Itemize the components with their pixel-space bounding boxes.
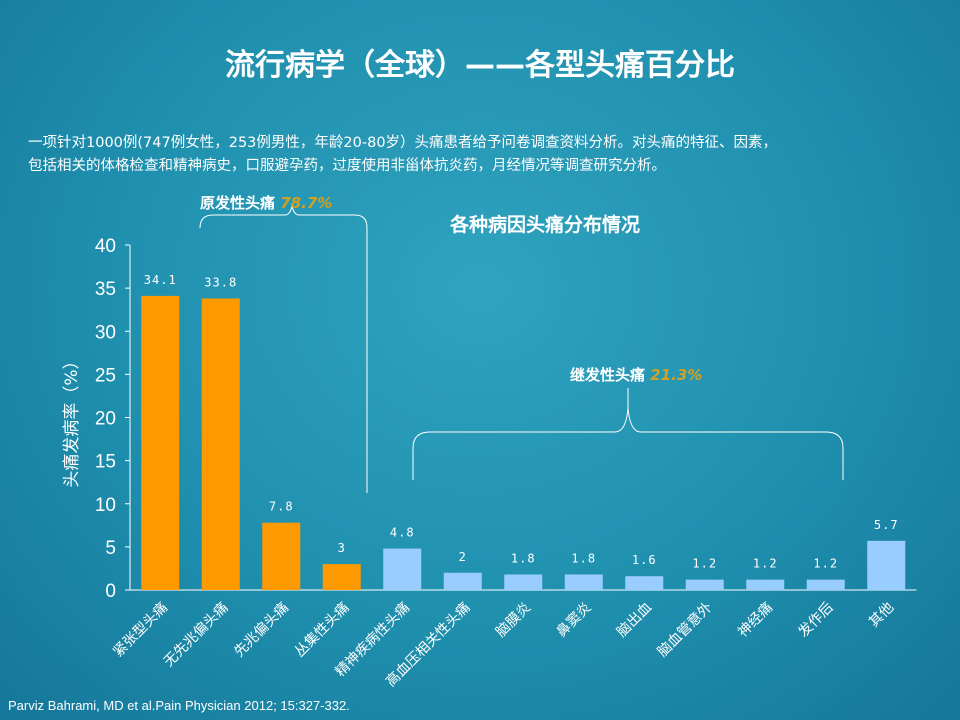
primary-headache-annotation: 原发性头痛 78.7% — [199, 194, 368, 493]
bar — [383, 548, 422, 590]
y-tick-label: 20 — [95, 409, 116, 430]
bar-value-label: 1.2 — [692, 557, 717, 571]
x-tick-label: 无先兆偏头痛 — [160, 599, 231, 670]
secondary-pct: 21.3% — [650, 366, 702, 384]
y-tick-label: 35 — [95, 279, 116, 300]
slide-title: 流行病学（全球）——各型头痛百分比 — [225, 48, 735, 83]
primary-pct: 78.7% — [280, 194, 332, 212]
x-tick-label: 丛集性头痛 — [291, 599, 353, 661]
x-tick-label: 脑血管意外 — [654, 599, 716, 661]
x-tick-label: 发作后 — [796, 600, 837, 641]
intro-line-1: 一项针对1000例(747例女性，253例男性，年龄20-80岁）头痛患者给予问… — [28, 135, 778, 151]
y-tick-label: 5 — [105, 538, 116, 559]
bar — [746, 579, 785, 590]
secondary-label: 继发性头痛 — [570, 366, 645, 384]
bar — [262, 522, 301, 590]
y-tick-label: 25 — [95, 365, 116, 386]
bar — [806, 579, 845, 590]
source-citation: Parviz Bahrami, MD et al.Pain Physician … — [8, 698, 350, 713]
bars: 34.1紧张型头痛33.8无先兆偏头痛7.8先兆偏头痛3丛集性头痛4.8精神疾病… — [110, 273, 906, 690]
primary-label: 原发性头痛 — [200, 194, 275, 212]
x-tick-label: 神经痛 — [734, 599, 776, 641]
y-tick-label: 0 — [105, 581, 116, 602]
bar — [685, 579, 724, 590]
bar-value-label: 34.1 — [144, 273, 177, 287]
bar-value-label: 7.8 — [269, 500, 294, 514]
bar-value-label: 4.8 — [390, 526, 415, 540]
x-tick-label: 脑出血 — [614, 600, 655, 641]
y-tick-label: 40 — [95, 236, 116, 257]
bar — [625, 576, 664, 590]
bar-value-label: 1.2 — [813, 557, 838, 571]
bar — [504, 574, 543, 590]
x-tick-label: 紧张型头痛 — [110, 599, 172, 661]
y-axis-label: 头痛发病率（%） — [62, 352, 82, 487]
bar — [867, 540, 906, 590]
y-tick-label: 10 — [95, 495, 116, 516]
bar — [141, 295, 180, 590]
bar-value-label: 5.7 — [874, 518, 899, 532]
x-tick-label: 鼻窦炎 — [553, 599, 595, 641]
bar — [322, 564, 361, 590]
intro-text: 一项针对1000例(747例女性，253例男性，年龄20-80岁）头痛患者给予问… — [28, 132, 948, 178]
bar-value-label: 2 — [459, 550, 467, 564]
x-tick-label: 其他 — [866, 600, 897, 631]
secondary-headache-annotation: 继发性头痛 21.3% — [412, 366, 844, 480]
bar-value-label: 1.8 — [511, 551, 536, 565]
secondary-annotation-label: 继发性头痛 21.3% — [570, 366, 702, 384]
bar-value-label: 1.8 — [571, 551, 596, 565]
bar-value-label: 1.2 — [753, 557, 778, 571]
bar — [201, 298, 240, 590]
primary-bracket — [199, 205, 368, 493]
chart-title: 各种病因头痛分布情况 — [449, 213, 640, 236]
y-tick-label: 30 — [95, 322, 116, 343]
bar — [443, 572, 482, 590]
secondary-bracket — [412, 388, 844, 480]
x-tick-label: 脑膜炎 — [493, 600, 534, 641]
bar-value-label: 33.8 — [204, 275, 237, 289]
axes: 0 5 10 15 20 25 30 35 40 — [95, 236, 917, 602]
bar-value-label: 1.6 — [632, 553, 657, 567]
x-tick-label: 先兆偏头痛 — [231, 599, 293, 661]
bar — [564, 574, 603, 590]
intro-line-2: 包括相关的体格检查和精神病史，口服避孕药，过度使用非甾体抗炎药，月经情况等调查研… — [28, 158, 666, 174]
y-tick-label: 15 — [95, 452, 116, 473]
bar-value-label: 3 — [338, 541, 346, 555]
primary-annotation-label: 原发性头痛 78.7% — [200, 194, 332, 212]
